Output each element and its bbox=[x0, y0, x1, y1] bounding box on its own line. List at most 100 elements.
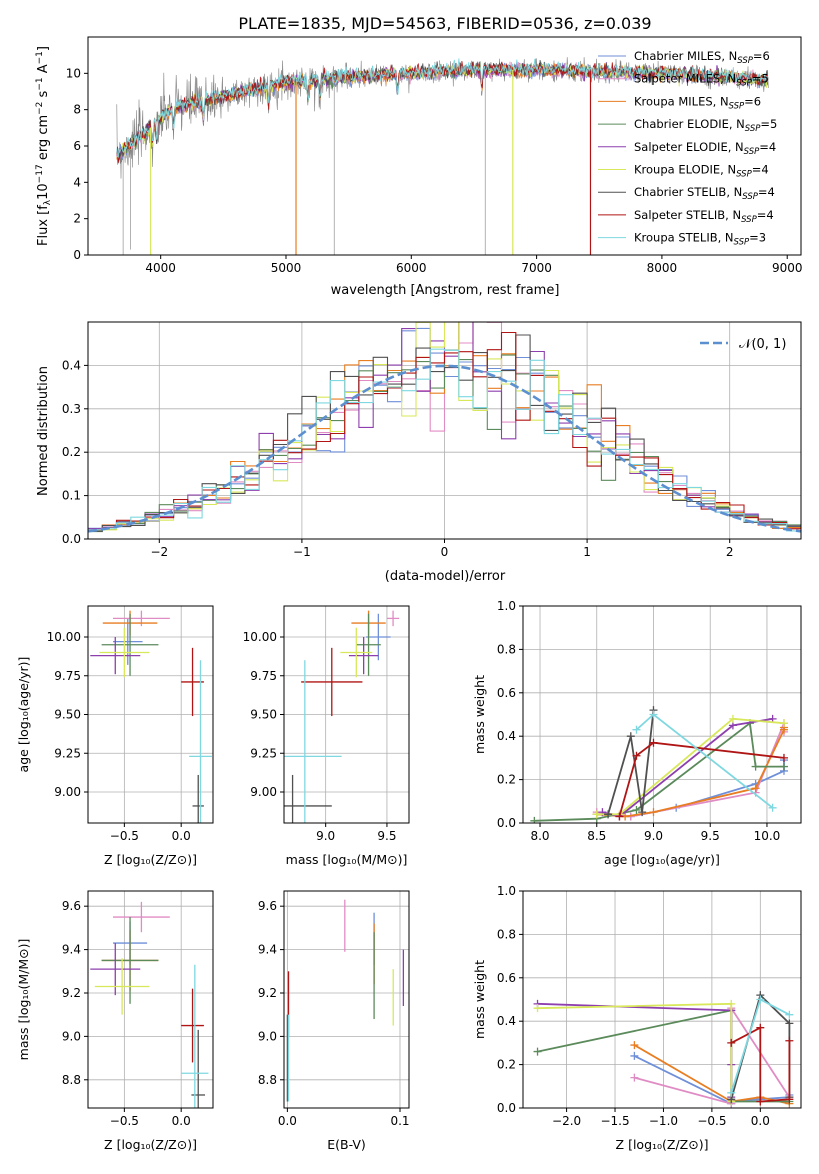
text: s bbox=[36, 90, 51, 101]
error-bar-point bbox=[301, 647, 363, 717]
weight-series-line bbox=[618, 741, 785, 817]
spectrum-title: PLATE=1835, MJD=54563, FIBERID=0536, z=0… bbox=[238, 14, 651, 33]
y-tick-label: 9.0 bbox=[62, 1029, 81, 1043]
legend-entry: Kroupa ELODIE, NSSP=4 bbox=[634, 163, 769, 180]
y-tick-label: 0.6 bbox=[497, 686, 516, 700]
x-axis-label: mass [log₁₀(M/M⊙)] bbox=[286, 852, 408, 867]
x-axis-label: age [log₁₀(age/yr)] bbox=[604, 852, 720, 867]
error-bar-point bbox=[348, 637, 379, 675]
weight-marker bbox=[630, 1051, 639, 1060]
x-tick-label: −0.5 bbox=[697, 1114, 726, 1128]
y-tick-label: 1.0 bbox=[497, 599, 516, 613]
y-tick-label: 9.75 bbox=[250, 669, 277, 683]
superscript: −1 bbox=[35, 77, 45, 90]
text: erg cm bbox=[36, 115, 51, 164]
x-tick-label: 9.0 bbox=[644, 829, 663, 843]
legend-entry: Chabrier MILES, NSSP=6 bbox=[634, 49, 770, 66]
mass-weight-vs-age-panel: 8.0 8.5 9.0 9.5 10.0 0.0 0.2 0.4 0.6 0.8 1.0 age [l… bbox=[472, 599, 802, 867]
x-tick-label: 6000 bbox=[396, 261, 427, 275]
x-tick-label: 1 bbox=[583, 545, 591, 559]
legend-count: =5 bbox=[752, 72, 769, 86]
weight-marker bbox=[727, 1038, 736, 1047]
weight-series-line bbox=[602, 717, 773, 818]
y-tick-label: 9.25 bbox=[54, 746, 81, 760]
text: A bbox=[36, 64, 51, 77]
subscript: SSP bbox=[744, 147, 760, 157]
weight-marker bbox=[630, 1041, 639, 1050]
normal-curve bbox=[87, 364, 802, 533]
y-tick-label: 0.0 bbox=[497, 816, 516, 830]
x-tick-label: 8000 bbox=[647, 261, 678, 275]
error-bar-point bbox=[90, 637, 141, 675]
x-tick-label: 7000 bbox=[521, 261, 552, 275]
legend-entry: Kroupa MILES, NSSP=6 bbox=[634, 94, 761, 111]
error-bar-point bbox=[192, 774, 204, 823]
x-tick-label: 0.1 bbox=[390, 1114, 409, 1128]
legend-count: =4 bbox=[759, 140, 776, 154]
weight-marker bbox=[751, 762, 760, 771]
x-tick-label: 0.0 bbox=[278, 1114, 297, 1128]
y-tick-label: 0.2 bbox=[497, 1058, 516, 1072]
x-tick-label: 5000 bbox=[271, 261, 302, 275]
axes-frame bbox=[87, 605, 214, 824]
y-tick-label: 9.4 bbox=[258, 943, 277, 957]
y-tick-label: 9.6 bbox=[62, 899, 81, 913]
y-tick-label: 9.2 bbox=[258, 986, 277, 1000]
error-bar-point bbox=[189, 660, 212, 823]
residual-histogram-panel: −2 −1 0 1 2 0.0 0.1 0.2 0.3 0.4 𝒩(0, 1) (data-model… bbox=[36, 321, 802, 584]
y-tick-label: 0.4 bbox=[62, 358, 81, 372]
legend-entry: Salpeter STELIB, NSSP=4 bbox=[634, 208, 774, 225]
y-tick-label: 0.3 bbox=[62, 402, 81, 416]
spectrum-panel: 4000 5000 6000 7000 8000 9000 0 2 4 6 8 10 Chabrier … bbox=[35, 36, 802, 298]
x-tick-label: 0 bbox=[441, 545, 449, 559]
weight-marker bbox=[632, 725, 641, 734]
y-axis-label: age [log₁₀(age/yr)] bbox=[16, 657, 31, 773]
residual-histogram bbox=[88, 334, 801, 532]
residual-histogram bbox=[88, 331, 801, 531]
y-axis-label: mass [log₁₀(M/M⊙)] bbox=[16, 939, 31, 1061]
mass-vs-metallicity-panel: −0.5 0.0 8.8 9.0 9.2 9.4 9.6 Z [log₁₀(Z/Z⊙)] mas… bbox=[16, 890, 214, 1152]
weight-marker bbox=[756, 995, 765, 1004]
legend-count: =6 bbox=[753, 49, 770, 63]
legend-entry: Salpeter MILES, NSSP=5 bbox=[634, 72, 769, 89]
axes-frame bbox=[522, 890, 802, 1109]
weight-series-line bbox=[596, 727, 785, 818]
weight-marker bbox=[779, 753, 788, 762]
x-tick-label: −2 bbox=[150, 545, 168, 559]
x-tick-label: 4000 bbox=[145, 261, 176, 275]
superscript: −17 bbox=[35, 164, 45, 183]
x-tick-label: 8.5 bbox=[587, 829, 606, 843]
subscript: SSP bbox=[737, 56, 753, 66]
mass-weight-vs-metallicity-panel: −2.0 −1.5 −1.0 −0.5 0.0 0.0 0.2 0.4 0.6 0.8 1.0 Z [… bbox=[472, 884, 802, 1152]
legend-entry: Chabrier ELODIE, NSSP=5 bbox=[634, 117, 777, 134]
error-bar-point bbox=[113, 610, 170, 627]
axes-frame bbox=[522, 605, 802, 824]
y-tick-label: 9.00 bbox=[54, 785, 81, 799]
subscript: SSP bbox=[736, 170, 752, 180]
error-bar-point bbox=[101, 917, 159, 1004]
legend-count: =4 bbox=[758, 185, 775, 199]
residual-histogram bbox=[88, 322, 801, 532]
x-tick-label: 2 bbox=[726, 545, 734, 559]
y-tick-label: 0.8 bbox=[497, 642, 516, 656]
y-tick-label: 0.2 bbox=[62, 445, 81, 459]
weight-marker bbox=[779, 762, 788, 771]
y-tick-label: 0.6 bbox=[497, 971, 516, 985]
weight-marker bbox=[785, 1019, 794, 1028]
y-tick-label: 0.0 bbox=[62, 532, 81, 546]
y-tick-label: 9.0 bbox=[258, 1029, 277, 1043]
y-tick-label: 10 bbox=[66, 66, 81, 80]
model-spectrum bbox=[116, 58, 769, 158]
y-axis-label: Normed distribution bbox=[36, 366, 51, 496]
error-bar-point bbox=[386, 610, 400, 627]
error-bar-point bbox=[191, 1029, 206, 1108]
weight-marker bbox=[638, 808, 647, 817]
y-tick-label: 0.1 bbox=[62, 489, 81, 503]
weight-marker bbox=[649, 710, 658, 719]
x-tick-label: 9.5 bbox=[701, 829, 720, 843]
error-bar-point bbox=[340, 627, 373, 678]
grid bbox=[88, 606, 213, 823]
weight-series-line bbox=[607, 710, 655, 815]
x-tick-label: 9.5 bbox=[377, 829, 396, 843]
x-axis-label: Z [log₁₀(Z/Z⊙)] bbox=[616, 1137, 709, 1152]
